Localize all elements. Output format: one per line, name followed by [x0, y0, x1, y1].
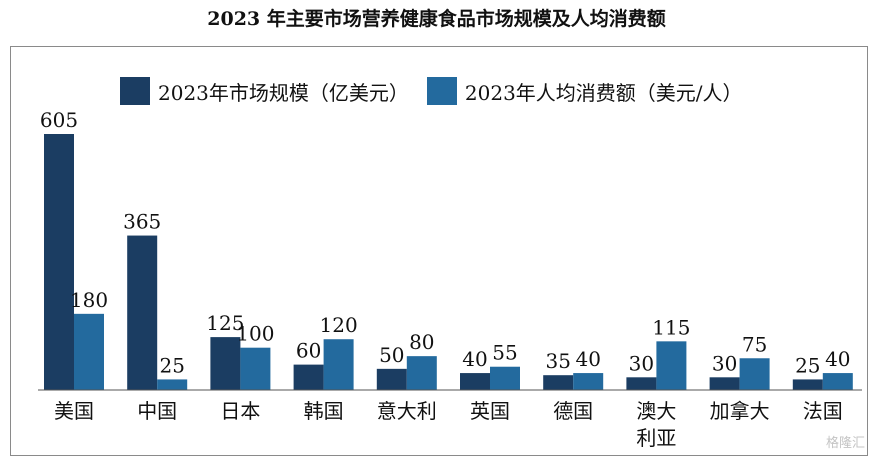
bar-per-capita-1 [157, 379, 188, 390]
category-label-4: 意大利 [377, 399, 437, 423]
legend: 2023年市场规模（亿美元） 2023年人均消费额（美元/人） [120, 76, 751, 106]
watermark-logo: 格隆汇 [825, 436, 865, 451]
data-label-per-capita-7: 115 [652, 315, 690, 339]
data-label-per-capita-0: 180 [70, 288, 108, 312]
bar-market-size-3 [293, 364, 324, 390]
category-label-7-line-0: 澳大 [636, 399, 676, 423]
data-label-per-capita-1: 25 [159, 353, 184, 377]
data-label-per-capita-2: 100 [236, 322, 274, 346]
bar-per-capita-8 [739, 358, 770, 390]
category-label-6: 德国 [553, 399, 593, 423]
data-label-market-size-2: 125 [206, 311, 244, 335]
bar-market-size-4 [376, 368, 407, 390]
legend-item-market-size: 2023年市场规模（亿美元） [120, 77, 409, 106]
data-label-market-size-8: 30 [712, 351, 737, 375]
bar-per-capita-7 [656, 341, 687, 390]
data-label-per-capita-8: 75 [742, 332, 767, 356]
bar-market-size-1 [127, 235, 158, 390]
legend-item-per-capita: 2023年人均消费额（美元/人） [426, 77, 743, 106]
data-label-market-size-0: 605 [40, 108, 78, 132]
bar-market-size-5 [460, 373, 490, 390]
data-label-per-capita-6: 40 [575, 347, 600, 371]
data-label-market-size-3: 60 [296, 339, 321, 363]
bar-per-capita-0 [74, 313, 104, 390]
data-label-per-capita-5: 55 [492, 341, 517, 365]
data-label-market-size-7: 30 [629, 351, 654, 375]
category-label-2: 日本 [220, 399, 260, 423]
category-label-0: 美国 [54, 399, 94, 423]
data-label-market-size-5: 40 [462, 347, 487, 371]
bar-per-capita-2 [240, 347, 271, 390]
bar-market-size-9 [792, 379, 823, 390]
data-label-per-capita-4: 80 [409, 330, 434, 354]
category-label-8: 加拿大 [710, 399, 770, 423]
data-label-market-size-6: 35 [545, 349, 570, 373]
bar-market-size-7 [626, 377, 657, 390]
data-label-per-capita-9: 40 [825, 347, 850, 371]
bar-market-size-2 [210, 337, 241, 390]
category-label-1: 中国 [137, 399, 177, 423]
plot-frame [10, 46, 868, 456]
data-label-per-capita-3: 120 [320, 313, 358, 337]
data-label-market-size-1: 365 [123, 210, 161, 234]
bar-per-capita-5 [490, 366, 520, 390]
legend-label-per-capita: 2023年人均消费额（美元/人） [464, 80, 743, 105]
bar-per-capita-9 [822, 373, 853, 390]
legend-swatch-per-capita [426, 77, 457, 105]
category-label-9: 法国 [803, 399, 843, 423]
category-label-7-line-1: 利亚 [636, 426, 676, 450]
bar-market-size-6 [543, 375, 574, 390]
legend-label-market-size: 2023年市场规模（亿美元） [158, 80, 409, 105]
bar-per-capita-6 [573, 373, 604, 390]
category-label-5: 英国 [470, 399, 510, 423]
legend-swatch-market-size [120, 77, 150, 105]
chart-title: 2023 年主要市场营养健康食品市场规模及人均消费额 [207, 8, 666, 30]
bar-per-capita-3 [323, 339, 354, 390]
bar-market-size-0 [44, 134, 74, 390]
data-label-market-size-4: 50 [379, 343, 404, 367]
category-label-3: 韩国 [304, 399, 344, 423]
bar-market-size-8 [709, 377, 740, 390]
data-label-market-size-9: 25 [795, 353, 820, 377]
bar-per-capita-4 [406, 356, 437, 390]
